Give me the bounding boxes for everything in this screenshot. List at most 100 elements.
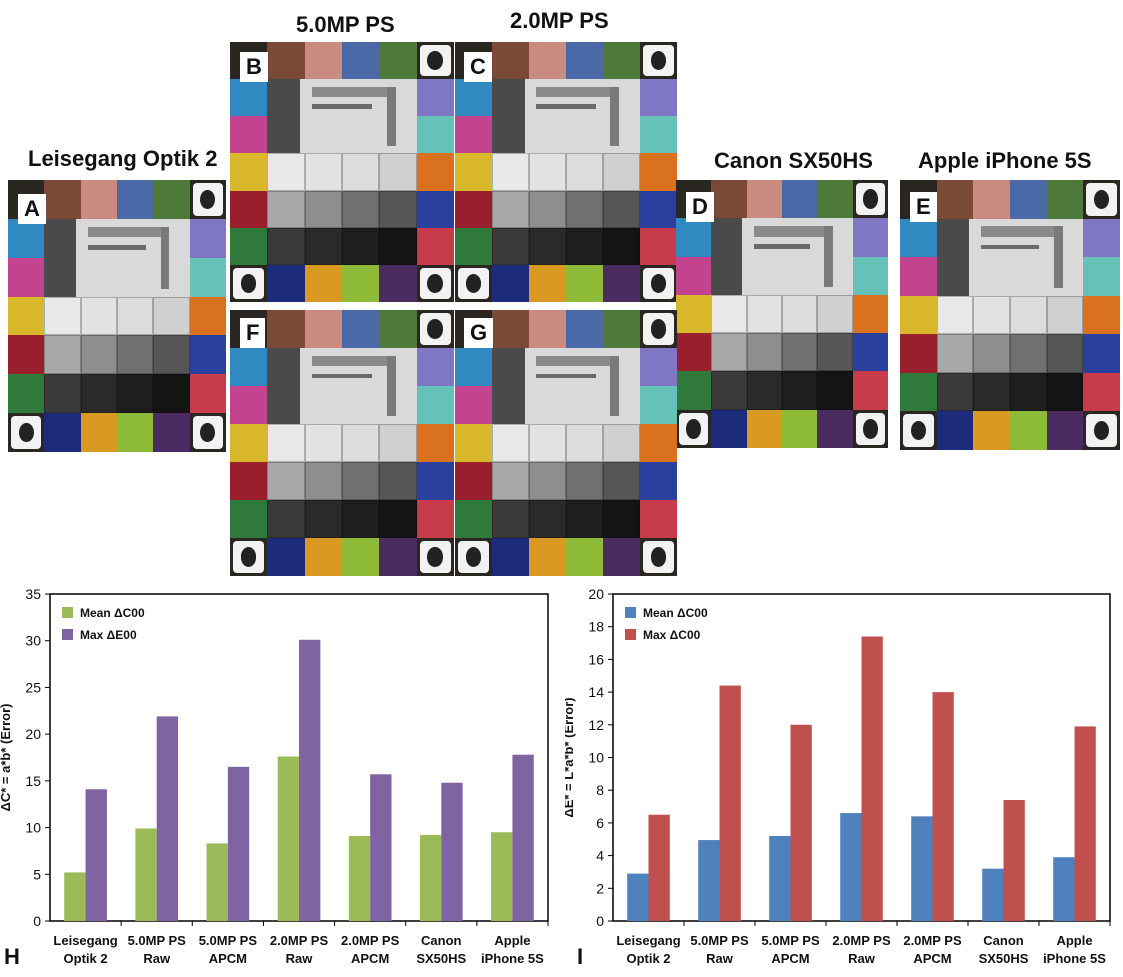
swatch (492, 42, 529, 80)
gray-patch (1010, 334, 1047, 373)
x-tick-label: Leisegang (53, 933, 117, 948)
swatch (900, 218, 937, 258)
swatch (230, 500, 268, 538)
x-tick-label: SX50HS (416, 951, 466, 966)
legend-swatch (625, 607, 636, 618)
swatch (379, 310, 417, 348)
gray-patch (80, 374, 117, 414)
x-tick-label: Optik 2 (64, 951, 108, 966)
gray-patch (746, 371, 782, 410)
swatch (342, 264, 380, 302)
x-tick-label: iPhone 5S (481, 951, 544, 966)
gray-patch (342, 190, 380, 228)
gray-patch (936, 295, 974, 335)
bar-max (790, 724, 812, 921)
bar-max (719, 685, 741, 921)
scale-card (44, 218, 190, 297)
swatch (603, 538, 640, 576)
scale-card (711, 218, 853, 295)
bar-max (370, 774, 392, 921)
target-d-canon (676, 180, 888, 448)
panel-letter-e: E (910, 192, 937, 222)
legend-label: Mean ΔC00 (643, 606, 708, 620)
swatch (153, 413, 190, 452)
panel-letter-i: I (577, 944, 584, 969)
bar-mean (840, 813, 862, 921)
gray-patch (711, 371, 747, 410)
swatch (529, 538, 566, 576)
gray-patch (1046, 334, 1084, 373)
gray-patch (379, 500, 417, 538)
gray-patch (304, 462, 342, 500)
heading-2mp-ps: 2.0MP PS (510, 8, 609, 33)
gray-patch (782, 333, 818, 372)
swatch (852, 218, 888, 257)
swatch (267, 42, 305, 80)
scale-bar (87, 245, 147, 250)
corner-marker (1086, 414, 1117, 447)
corner-dot (427, 319, 444, 339)
swatch (189, 335, 226, 375)
gray-patch (44, 296, 81, 336)
gray-patch (379, 227, 417, 265)
gray-patch (379, 190, 417, 228)
bar-mean (348, 835, 371, 921)
gray-patch (529, 500, 566, 538)
gray-patch (711, 333, 747, 372)
gray-patch (529, 424, 566, 462)
corner-marker (458, 267, 489, 299)
swatch (640, 153, 677, 191)
swatch (676, 333, 712, 372)
gray-patch (529, 227, 566, 265)
gray-patch (566, 190, 603, 228)
gray-patch (267, 424, 305, 462)
y-tick-label: 10 (588, 750, 604, 766)
swatch (304, 538, 342, 576)
swatch (973, 411, 1010, 450)
gray-patch (304, 227, 342, 265)
gray-patch (492, 462, 529, 500)
swatch (230, 462, 268, 500)
corner-dot (650, 547, 667, 567)
bar-max (648, 814, 670, 921)
bar-max (861, 636, 883, 921)
y-tick-label: 10 (25, 820, 41, 836)
panel-letter-c: C (464, 52, 492, 82)
y-tick-label: 14 (588, 684, 604, 700)
gray-patch (936, 334, 974, 373)
swatch (230, 386, 268, 424)
legend-swatch (625, 629, 636, 640)
legend-label: Mean ΔC00 (80, 606, 145, 620)
x-tick-label: Canon (983, 933, 1024, 948)
y-tick-label: 20 (25, 726, 41, 742)
y-tick-label: 18 (588, 619, 604, 635)
swatch (267, 538, 305, 576)
y-tick-label: 6 (596, 815, 604, 831)
swatch (1046, 411, 1084, 450)
gray-patch (936, 372, 974, 412)
gray-patch (817, 294, 853, 334)
bar-mean (911, 816, 933, 921)
swatch (711, 409, 747, 448)
scale-card (267, 79, 417, 154)
swatch (8, 296, 45, 336)
x-tick-label: APCM (209, 951, 247, 966)
swatch (640, 424, 677, 462)
swatch (44, 180, 81, 219)
target-f-5mp-apcm (230, 310, 454, 576)
gray-patch (529, 190, 566, 228)
swatch (230, 348, 268, 386)
corner-dot (427, 274, 444, 293)
swatch (603, 42, 640, 80)
y-tick-label: 16 (588, 651, 604, 667)
corner-marker (855, 412, 885, 445)
swatch (455, 386, 492, 424)
gray-patch (492, 227, 529, 265)
gray-patch (342, 424, 380, 462)
swatch (529, 310, 566, 348)
x-tick-label: Canon (421, 933, 462, 948)
swatch (817, 409, 853, 448)
corner-dot (465, 274, 482, 293)
gray-patch (566, 462, 603, 500)
card-shadow (492, 348, 525, 424)
